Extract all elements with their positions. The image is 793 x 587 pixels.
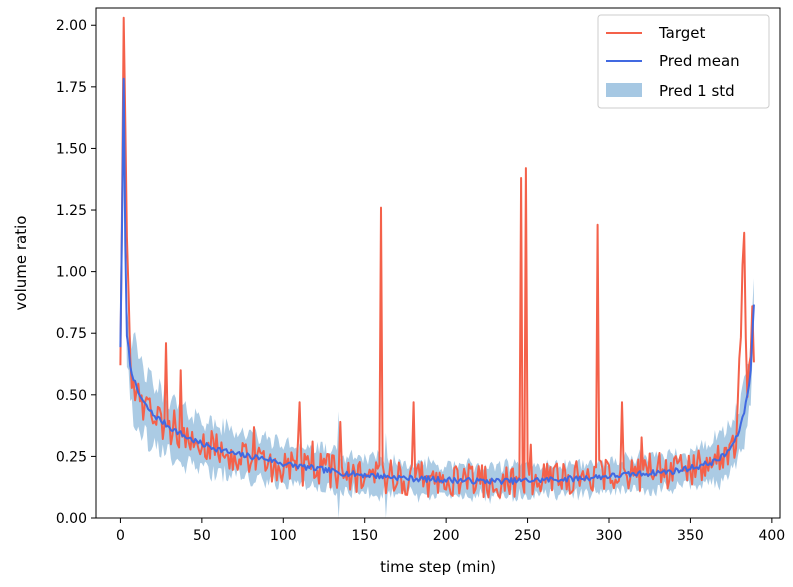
x-axis-label: time step (min) (380, 558, 496, 576)
pred-mean-line (119, 77, 755, 485)
x-tick-label: 200 (433, 528, 460, 544)
x-tick-label: 150 (351, 528, 378, 544)
pred-mean-line-layer (119, 77, 755, 485)
plot-frame (95, 7, 781, 519)
x-axis-ticks: 0 50 100 150 200 250 300 350 400 (116, 518, 785, 544)
x-tick-label: 0 (116, 528, 125, 544)
x-tick-label: 50 (193, 528, 211, 544)
legend: Target Pred mean Pred 1 std (597, 14, 770, 109)
y-axis-ticks: 0.00 0.25 0.50 0.75 1.00 1.25 1.50 1.75 2.00 (56, 18, 96, 527)
legend-target-label: Target (658, 24, 706, 42)
y-tick-label: 0.50 (56, 388, 87, 404)
y-tick-label: 0.00 (56, 511, 87, 527)
target-line (119, 16, 755, 499)
x-tick-label: 400 (758, 528, 785, 544)
y-tick-label: 1.25 (56, 203, 87, 219)
legend-pred-std-label: Pred 1 std (659, 82, 735, 100)
y-tick-label: 2.00 (56, 18, 87, 34)
x-tick-label: 350 (677, 528, 704, 544)
target-line-layer (119, 16, 755, 499)
legend-pred-mean-label: Pred mean (659, 52, 740, 70)
x-tick-label: 100 (270, 528, 297, 544)
y-tick-label: 1.75 (56, 80, 87, 96)
y-tick-label: 1.50 (56, 141, 87, 157)
x-tick-label: 250 (514, 528, 541, 544)
y-axis-label: volume ratio (12, 216, 30, 311)
y-tick-label: 0.75 (56, 326, 87, 342)
legend-pred-std-swatch (606, 83, 642, 97)
y-tick-label: 0.25 (56, 449, 87, 465)
y-tick-label: 1.00 (56, 265, 87, 281)
x-tick-label: 300 (596, 528, 623, 544)
